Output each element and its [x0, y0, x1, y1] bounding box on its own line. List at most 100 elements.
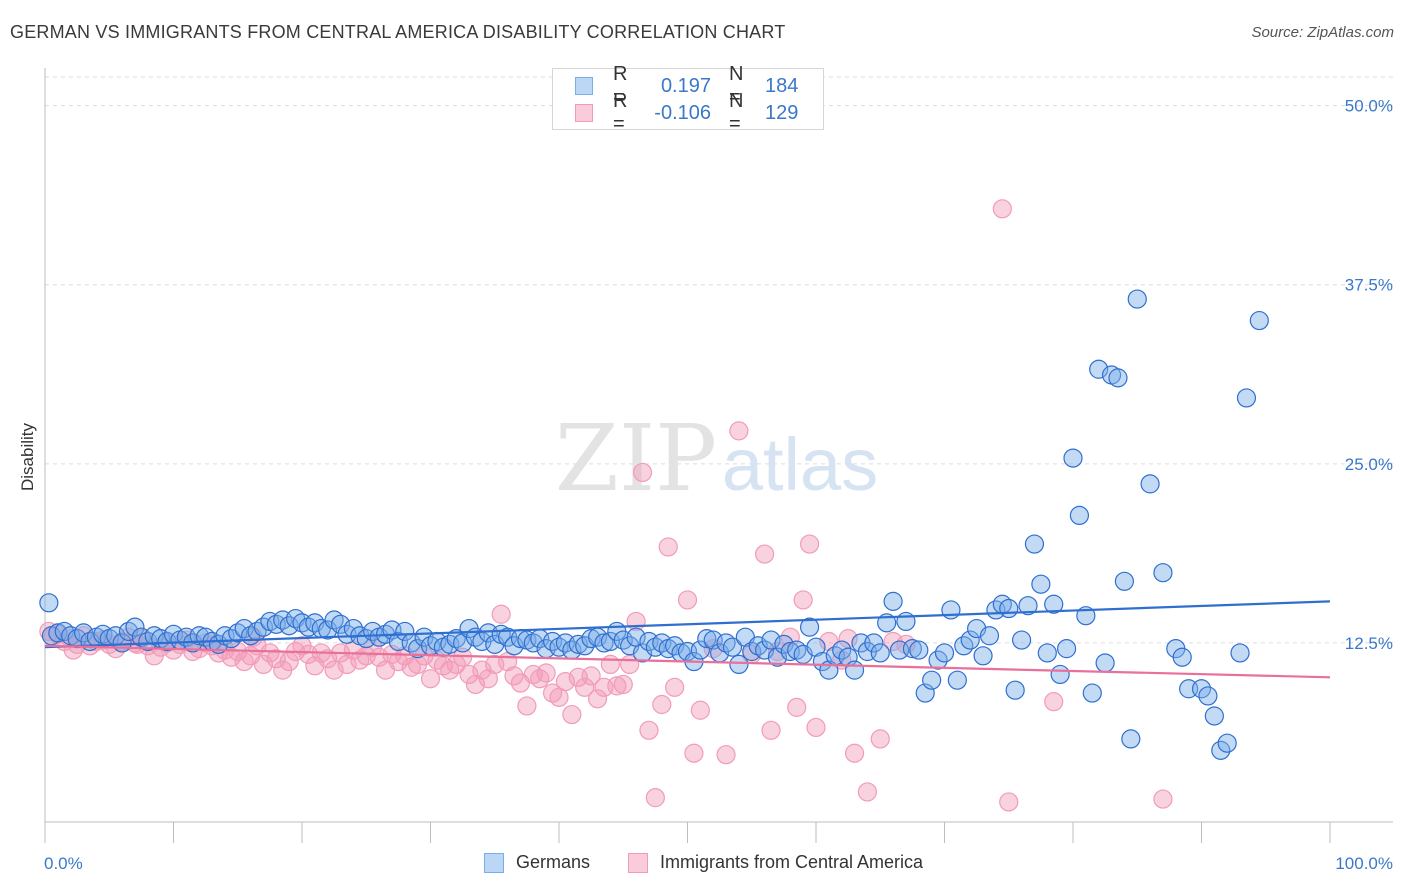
point-germans: [729, 654, 749, 675]
point-immigrants: [517, 696, 537, 716]
point-germans: [1031, 574, 1051, 594]
point-germans: [1198, 686, 1218, 706]
point-germans: [1018, 596, 1038, 616]
point-germans: [1082, 683, 1102, 703]
point-germans: [690, 640, 710, 660]
point-immigrants: [806, 717, 826, 738]
legend-item-immigrants[interactable]: Immigrants from Central America: [628, 852, 923, 873]
legend-r-value: -0.106: [654, 101, 711, 124]
point-germans: [594, 633, 614, 653]
legend-n-label: N =: [729, 63, 744, 108]
legend-r-label: R =: [613, 90, 628, 135]
point-germans: [722, 637, 743, 657]
point-germans: [1121, 729, 1141, 749]
point-immigrants: [459, 664, 479, 685]
legend-swatch-germans: [484, 852, 504, 873]
point-germans: [1114, 571, 1135, 591]
legend-n-value: 184: [765, 74, 799, 97]
trend-lines: [44, 600, 1331, 679]
point-germans: [581, 629, 601, 649]
point-immigrants: [536, 663, 556, 683]
point-germans: [1056, 639, 1077, 659]
y-axis-label: Disability: [18, 422, 37, 491]
axes-layer: [44, 68, 1393, 843]
point-germans: [1249, 310, 1269, 331]
point-germans: [928, 650, 948, 670]
legend-item-germans[interactable]: Germans: [484, 852, 590, 873]
point-immigrants: [658, 537, 678, 557]
point-germans: [883, 591, 903, 611]
point-germans: [343, 618, 363, 639]
point-germans: [330, 614, 351, 634]
point-immigrants: [652, 694, 672, 715]
point-germans: [1217, 733, 1237, 753]
point-germans: [697, 629, 717, 649]
point-immigrants: [844, 743, 865, 763]
point-germans: [973, 646, 993, 666]
series-immigrants-points: [39, 199, 1173, 812]
chart-source: Source: ZipAtlas.com: [1251, 24, 1394, 41]
point-germans: [1211, 740, 1231, 760]
point-germans: [1108, 368, 1128, 388]
point-germans: [1011, 630, 1032, 650]
point-germans: [1236, 388, 1257, 408]
point-germans: [1069, 505, 1090, 526]
point-immigrants: [787, 697, 807, 717]
point-germans: [1024, 534, 1045, 554]
point-germans: [1172, 647, 1192, 667]
point-immigrants: [491, 604, 511, 624]
series-germans-points: [39, 289, 1269, 760]
point-immigrants: [716, 745, 736, 765]
point-germans: [1050, 664, 1070, 685]
point-germans: [806, 637, 826, 657]
point-germans: [870, 643, 890, 663]
point-germans: [395, 621, 415, 642]
point-germans: [864, 633, 884, 653]
point-immigrants: [677, 590, 698, 610]
point-germans: [125, 617, 145, 637]
watermark-zip: ZIP: [555, 405, 717, 512]
point-immigrants: [555, 671, 576, 692]
point-germans: [1037, 643, 1057, 663]
legend-r-value: 0.197: [660, 74, 711, 97]
point-immigrants: [600, 654, 621, 675]
point-germans: [960, 630, 980, 650]
point-immigrants: [632, 462, 653, 483]
point-immigrants: [337, 654, 357, 675]
point-germans: [934, 643, 955, 663]
point-germans: [979, 626, 1000, 646]
trend-line-immigrants: [44, 644, 1331, 679]
point-immigrants: [420, 669, 441, 689]
correlation-legend: R = 0.197 N = 184 R = -0.106 N = 129: [552, 63, 824, 135]
legend-n-value: 129: [765, 101, 799, 124]
point-germans: [1127, 289, 1147, 309]
point-germans: [832, 640, 852, 660]
series-legend: Germans Immigrants from Central America: [0, 852, 1406, 876]
x-tick-label: 100.0%: [1335, 854, 1393, 873]
point-germans: [999, 598, 1019, 619]
chart-title: GERMAN VS IMMIGRANTS FROM CENTRAL AMERIC…: [10, 22, 786, 42]
point-immigrants: [793, 590, 813, 610]
watermark-atlas: atlas: [722, 423, 878, 506]
point-germans: [1005, 680, 1025, 700]
point-germans: [799, 617, 820, 637]
point-immigrants: [754, 544, 775, 564]
point-germans: [1044, 594, 1064, 614]
point-immigrants: [870, 729, 890, 749]
point-immigrants: [690, 700, 710, 720]
point-immigrants: [1044, 692, 1064, 712]
legend-n-label: N =: [729, 90, 744, 135]
point-germans: [922, 670, 942, 690]
point-germans: [844, 660, 865, 680]
point-immigrants: [478, 669, 498, 689]
x-tick-label: 0.0%: [44, 854, 83, 873]
point-immigrants: [607, 676, 627, 696]
point-immigrants: [587, 689, 608, 709]
point-germans: [1191, 679, 1212, 699]
legend-swatch-blue: [575, 77, 593, 95]
y-tick-label: 37.5%: [1345, 276, 1393, 295]
point-immigrants: [857, 782, 878, 802]
point-immigrants: [684, 743, 704, 763]
point-germans: [909, 640, 929, 660]
legend-swatch-pink: [575, 104, 593, 122]
